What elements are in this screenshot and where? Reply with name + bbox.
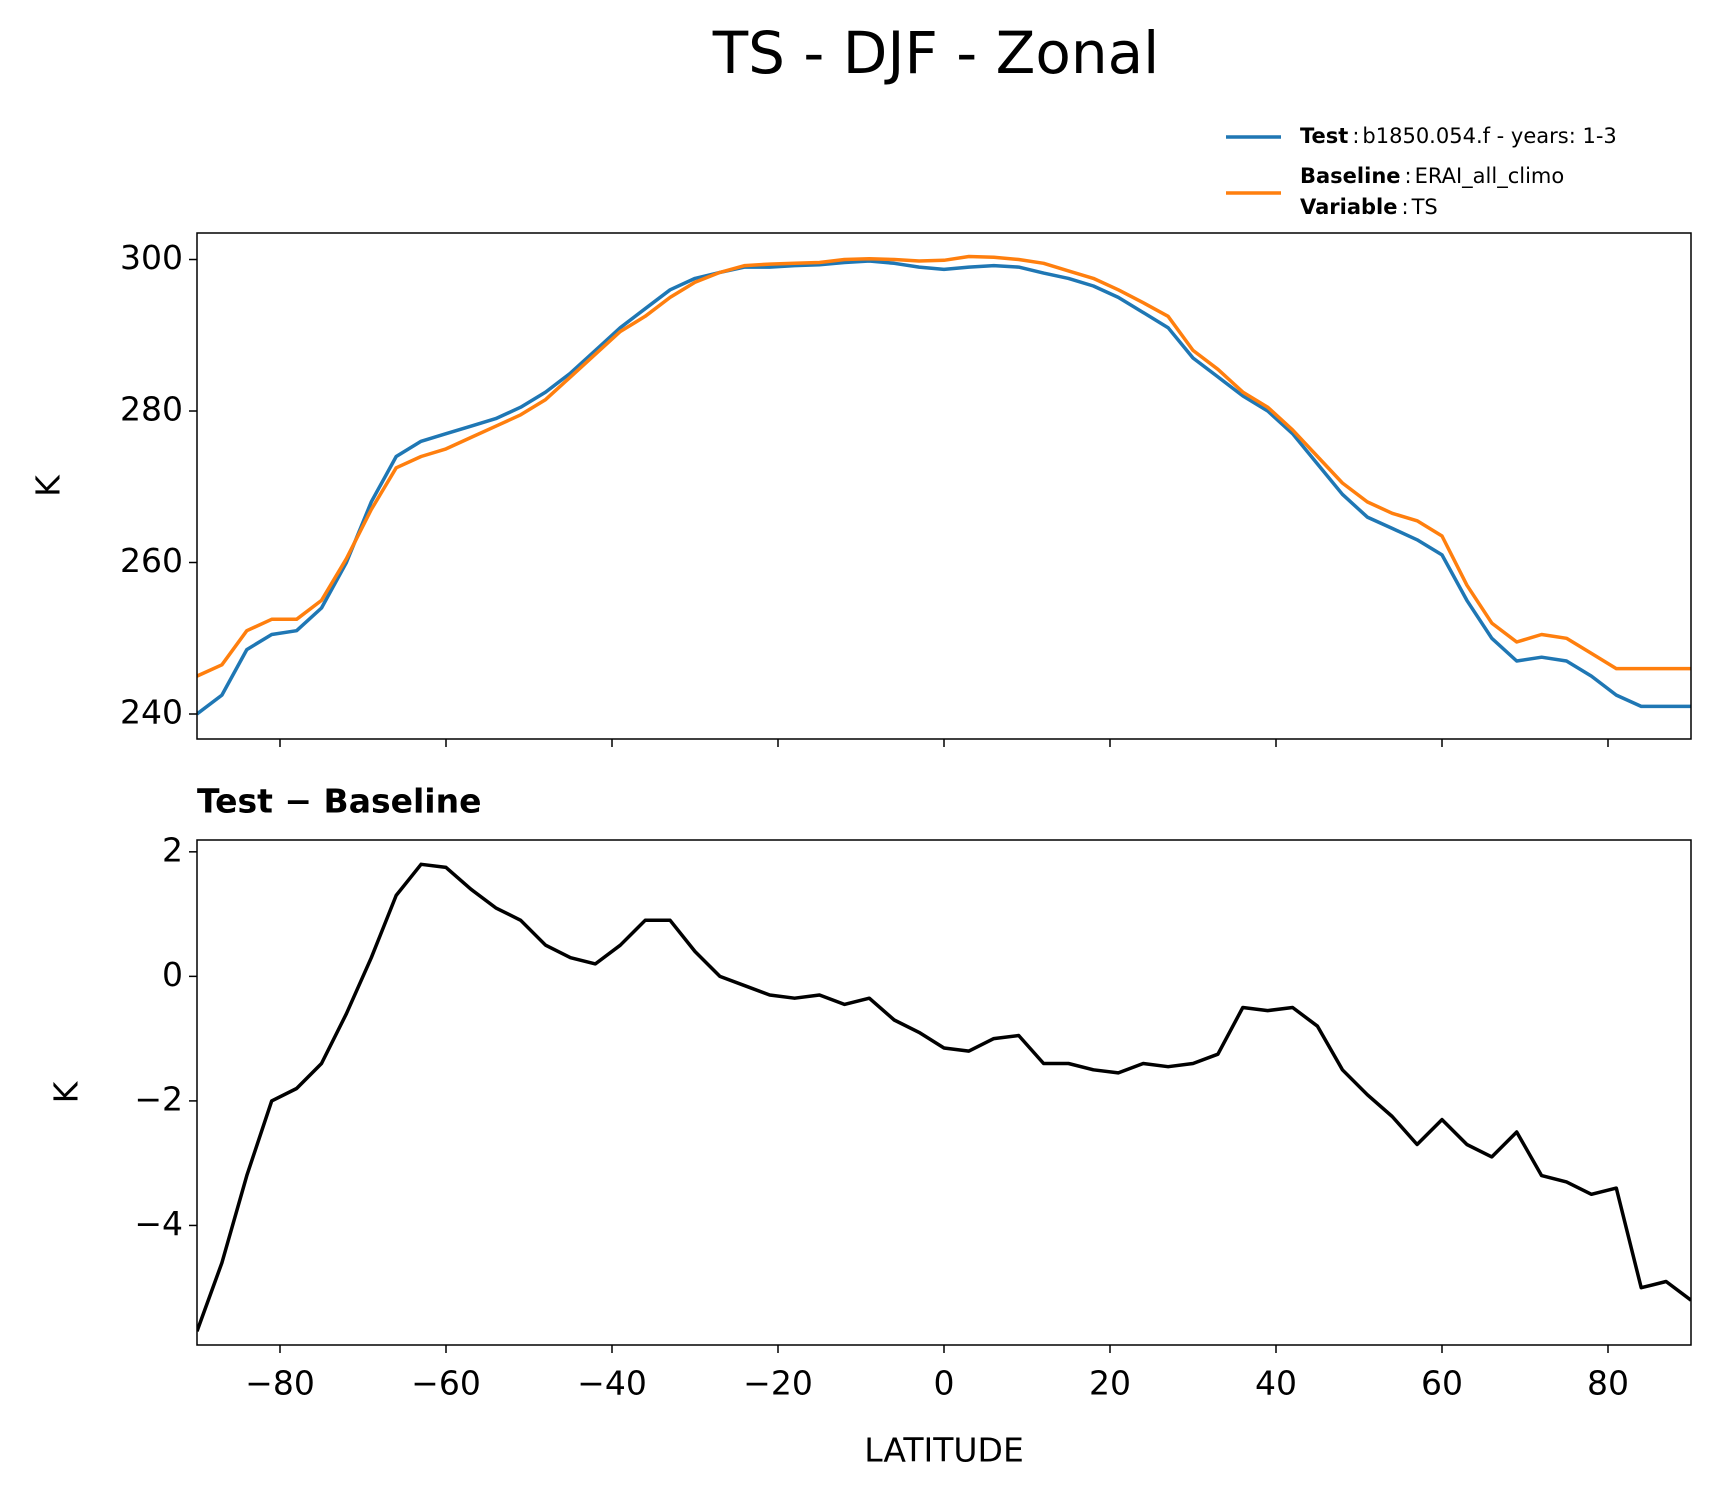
x-tick-label: −80 (245, 1364, 315, 1403)
y-tick-label: 0 (162, 955, 183, 994)
x-tick-label: −60 (411, 1364, 481, 1403)
y-tick-label: 280 (120, 390, 183, 429)
x-tick-label: 80 (1587, 1364, 1629, 1403)
figure-title: TS - DJF - Zonal (712, 19, 1160, 87)
data-line (197, 862, 1691, 1332)
legend-name: Variable (1300, 195, 1397, 219)
legend-description: b1850.054.f - years: 1-3 (1362, 124, 1616, 148)
legend-name: Test (1300, 124, 1348, 148)
y-tick-label: −4 (134, 1204, 183, 1243)
x-tick-label: 20 (1089, 1364, 1131, 1403)
legend-separator: : (1405, 164, 1412, 188)
y-tick-label: −2 (134, 1079, 183, 1118)
x-tick-label: 60 (1421, 1364, 1463, 1403)
legend-label: Variable: TS (1300, 195, 1438, 219)
axes-frame (196, 232, 1692, 740)
x-tick-label: 40 (1255, 1364, 1297, 1403)
data-line (197, 254, 1691, 678)
legend-name: Baseline (1300, 164, 1401, 188)
legend-separator: : (1352, 124, 1359, 148)
legend-label: Test: b1850.054.f - years: 1-3 (1300, 124, 1617, 148)
y-axis-label: K (47, 1080, 86, 1103)
legend-description: ERAI_all_climo (1415, 164, 1565, 189)
x-tick-label: −20 (743, 1364, 813, 1403)
y-tick-label: 240 (120, 693, 183, 732)
legend-label: Baseline: ERAI_all_climo (1300, 164, 1564, 189)
subplot-title: Test − Baseline (197, 782, 482, 821)
data-line (197, 259, 1691, 716)
x-axis-label: LATITUDE (864, 1431, 1024, 1470)
y-tick-label: 260 (120, 541, 183, 580)
y-tick-label: 2 (162, 830, 183, 869)
x-tick-label: −40 (577, 1364, 647, 1403)
legend-description: TS (1411, 195, 1438, 219)
axes-frame (196, 839, 1692, 1346)
x-tick-label: 0 (934, 1364, 955, 1403)
legend-separator: : (1401, 195, 1408, 219)
y-tick-label: 300 (120, 238, 183, 277)
y-axis-label: K (29, 474, 68, 497)
